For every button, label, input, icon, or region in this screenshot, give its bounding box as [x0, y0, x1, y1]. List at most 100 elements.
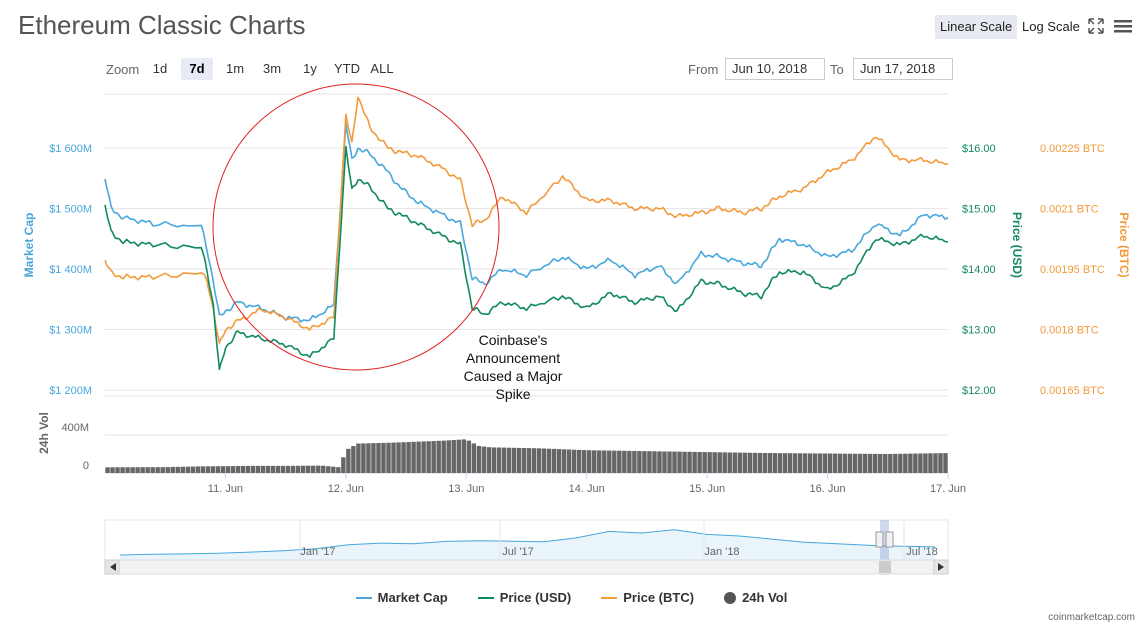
volume-bar [446, 440, 451, 473]
volume-bar [240, 465, 246, 473]
volume-bar [411, 441, 416, 473]
volume-bar [371, 443, 376, 473]
legend-label-price-btc: Price (BTC) [623, 590, 695, 605]
page-title: Ethereum Classic Charts [18, 10, 306, 40]
legend-item-market-cap[interactable]: Market Cap [355, 590, 448, 605]
volume-bar [561, 449, 567, 473]
volume-bar [772, 453, 778, 473]
zoom-button-1y[interactable]: 1y [303, 61, 317, 76]
volume-bar [506, 447, 512, 473]
volume-bar [441, 440, 446, 473]
volume-bar [421, 441, 426, 473]
volume-bar [306, 465, 311, 473]
volume-bar [722, 452, 727, 473]
linear-scale-button[interactable]: Linear Scale [935, 15, 1018, 39]
volume-bar [702, 452, 707, 473]
fullscreen-icon[interactable] [1088, 18, 1104, 39]
zoom-button-ytd[interactable]: YTD [334, 61, 360, 76]
volume-bar [928, 453, 933, 473]
volume-axis-title: 24h Vol [37, 412, 51, 454]
volume-bar [270, 465, 276, 473]
volume-bar [120, 467, 125, 473]
volume-bar [300, 465, 306, 473]
volume-bar [878, 453, 883, 473]
x-tick-label: 15. Jun [689, 483, 725, 495]
volume-bar [787, 453, 793, 473]
menu-icon[interactable] [1114, 18, 1132, 39]
volume-bar [416, 441, 421, 473]
volume-bar [401, 442, 406, 473]
x-tick-label: 13. Jun [448, 483, 484, 495]
zoom-button-1m[interactable]: 1m [225, 61, 245, 76]
market-cap-tick-label: $1 200M [49, 385, 92, 397]
volume-bar [526, 448, 532, 473]
volume-bar [511, 447, 517, 473]
volume-bar [832, 453, 838, 473]
volume-bar [576, 449, 582, 473]
price-btc-tick-label: 0.0018 BTC [1040, 325, 1099, 337]
legend-item-price-usd[interactable]: Price (USD) [477, 590, 571, 605]
volume-bar [612, 450, 617, 473]
log-scale-button[interactable]: Log Scale [1022, 19, 1080, 34]
volume-bar [587, 450, 592, 473]
legend-label-24h-vol: 24h Vol [742, 590, 788, 605]
volume-bar [431, 441, 436, 473]
volume-bar [521, 448, 527, 473]
volume-bar [486, 447, 492, 473]
volume-bar [481, 446, 487, 473]
volume-bar [265, 465, 271, 473]
market-cap-tick-label: $1 400M [49, 264, 92, 276]
price-usd-axis-title: Price (USD) [1010, 212, 1024, 278]
navigator-area [120, 529, 935, 560]
legend-item-24h-vol[interactable]: 24h Vol [724, 590, 787, 605]
volume-bar [667, 451, 672, 473]
x-tick-label: 16. Jun [810, 483, 846, 495]
navigator-tick-label: Jan '18 [704, 546, 739, 558]
price-usd-tick-label: $15.00 [962, 204, 996, 216]
volume-bar [406, 442, 411, 473]
zoom-button-1d[interactable]: 1d [152, 61, 168, 76]
volume-bar [316, 465, 321, 473]
volume-bar [857, 453, 863, 473]
volume-bar [757, 452, 763, 473]
market-cap-tick-label: $1 300M [49, 325, 92, 337]
volume-bar [235, 466, 241, 473]
market-cap-tick-label: $1 600M [49, 143, 92, 155]
zoom-button-all[interactable]: ALL [370, 61, 394, 76]
volume-bar [938, 453, 943, 473]
volume-bar [346, 448, 351, 473]
volume-bar [837, 453, 843, 473]
volume-bar [426, 441, 431, 473]
volume-bar [536, 448, 542, 473]
legend-item-price-btc[interactable]: Price (BTC) [601, 590, 694, 605]
volume-bar [923, 453, 928, 473]
series-line-market-cap [104, 122, 949, 323]
volume-bar [150, 467, 155, 473]
market-cap-legend-swatch [355, 596, 372, 599]
volume-bar [386, 442, 391, 473]
volume-bar [852, 453, 858, 473]
volume-bar [155, 467, 160, 473]
from-date-input[interactable]: Jun 10, 2018 [725, 58, 825, 80]
navigator-tick-label: Jul '18 [906, 546, 937, 558]
navigator-tick-label: Jul '17 [502, 546, 533, 558]
volume-bar [366, 443, 371, 473]
volume-bar [622, 450, 627, 473]
volume-bar [145, 467, 150, 473]
volume-bar [160, 467, 165, 473]
volume-bar [682, 451, 687, 473]
volume-bar [451, 440, 456, 473]
zoom-button-3m[interactable]: 3m [262, 61, 282, 76]
volume-bar [597, 450, 602, 473]
volume-bar [762, 453, 768, 473]
x-tick-label: 14. Jun [569, 483, 605, 495]
volume-bar [807, 453, 813, 473]
price-usd-legend-swatch [477, 596, 494, 599]
volume-bar [105, 467, 110, 473]
volume-bar [356, 443, 361, 473]
volume-bar [697, 451, 702, 473]
market-cap-axis-title: Market Cap [22, 213, 36, 278]
zoom-button-7d[interactable]: 7d [181, 58, 213, 80]
to-date-input[interactable]: Jun 17, 2018 [853, 58, 953, 80]
volume-bar [607, 450, 612, 473]
